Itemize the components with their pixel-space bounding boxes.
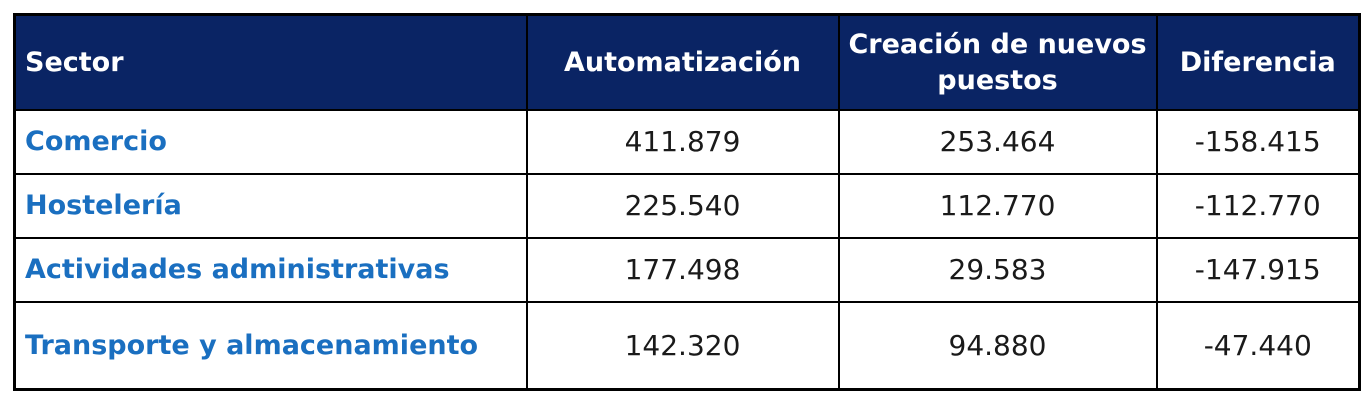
automatizacion-cell: 177.498 — [525, 237, 840, 303]
table-row: Hostelería 225.540 112.770 -112.770 — [13, 173, 1361, 239]
creacion-cell: 253.464 — [837, 109, 1158, 175]
automatizacion-cell: 411.879 — [525, 109, 840, 175]
automatizacion-cell: 142.320 — [525, 301, 840, 391]
table-row: Comercio 411.879 253.464 -158.415 — [13, 109, 1361, 175]
sector-cell: Comercio — [13, 109, 528, 175]
diferencia-cell: -112.770 — [1155, 173, 1361, 239]
column-header-diferencia: Diferencia — [1155, 13, 1361, 111]
data-table: Sector Automatización Creación de nuevos… — [13, 13, 1361, 391]
column-header-sector: Sector — [13, 13, 528, 111]
column-header-creacion: Creación de nuevos puestos — [837, 13, 1158, 111]
automatizacion-cell: 225.540 — [525, 173, 840, 239]
column-header-automatizacion: Automatización — [525, 13, 840, 111]
sector-cell: Hostelería — [13, 173, 528, 239]
diferencia-cell: -147.915 — [1155, 237, 1361, 303]
creacion-cell: 112.770 — [837, 173, 1158, 239]
table-row: Actividades administrativas 177.498 29.5… — [13, 237, 1361, 303]
table-row: Transporte y almacenamiento 142.320 94.8… — [13, 301, 1361, 391]
sector-cell: Transporte y almacenamiento — [13, 301, 528, 391]
diferencia-cell: -158.415 — [1155, 109, 1361, 175]
sector-cell: Actividades administrativas — [13, 237, 528, 303]
diferencia-cell: -47.440 — [1155, 301, 1361, 391]
creacion-cell: 94.880 — [837, 301, 1158, 391]
creacion-cell: 29.583 — [837, 237, 1158, 303]
header-row: Sector Automatización Creación de nuevos… — [13, 13, 1361, 111]
